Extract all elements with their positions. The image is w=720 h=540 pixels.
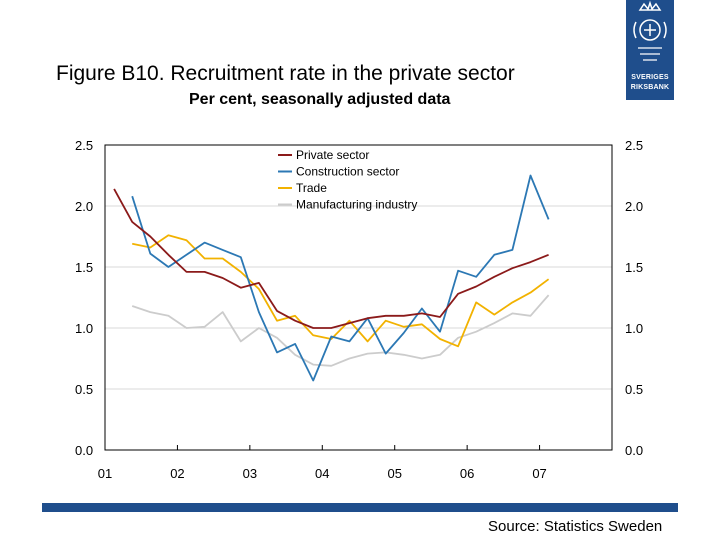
y-tick-label-left: 0.0: [75, 443, 93, 458]
riksbank-logo: SVERIGES RIKSBANK: [626, 0, 674, 100]
y-tick-label-right: 2.0: [625, 199, 643, 214]
y-tick-label-left: 2.5: [75, 138, 93, 153]
chart-title: Figure B10. Recruitment rate in the priv…: [56, 62, 515, 85]
x-tick-label: 06: [460, 466, 474, 481]
y-tick-label-left: 1.5: [75, 260, 93, 275]
y-tick-label-right: 0.0: [625, 443, 643, 458]
series-line-private-sector: [113, 188, 549, 329]
y-tick-label-right: 1.0: [625, 321, 643, 336]
x-tick-label: 07: [532, 466, 546, 481]
x-tick-label: 01: [98, 466, 112, 481]
x-tick-label: 03: [243, 466, 257, 481]
x-tick-label: 05: [387, 466, 401, 481]
line-chart: 0.0 0.0 0.5 0.5 1.0 1.0 1.5 1.5 2.0 2.0 2.5 2.5 01 02…: [75, 138, 643, 481]
x-tick-label: 02: [170, 466, 184, 481]
series-line-manufacturing-industry: [131, 294, 550, 367]
logo-text-line1: SVERIGES: [631, 74, 669, 81]
crown-emblem-icon: [633, 0, 667, 61]
source-note: Source: Statistics Sweden: [488, 518, 663, 535]
series-line-construction-sector: [131, 174, 550, 382]
legend-label: Construction sector: [296, 165, 399, 179]
y-tick-label-left: 1.0: [75, 321, 93, 336]
y-tick-label-left: 2.0: [75, 199, 93, 214]
y-tick-label-left: 0.5: [75, 382, 93, 397]
legend-label: Private sector: [296, 148, 369, 162]
series-line-trade: [132, 234, 550, 348]
legend-label: Trade: [296, 181, 327, 195]
plot-frame: [104, 144, 613, 451]
y-tick-label-right: 1.5: [625, 260, 643, 275]
x-tick-label: 04: [315, 466, 329, 481]
logo-text-line2: RIKSBANK: [630, 84, 670, 91]
legend-label: Manufacturing industry: [296, 198, 417, 212]
y-tick-label-right: 0.5: [625, 382, 643, 397]
y-tick-label-right: 2.5: [625, 138, 643, 153]
footer-bar: [42, 503, 678, 512]
chart-subtitle: Per cent, seasonally adjusted data: [189, 91, 451, 108]
